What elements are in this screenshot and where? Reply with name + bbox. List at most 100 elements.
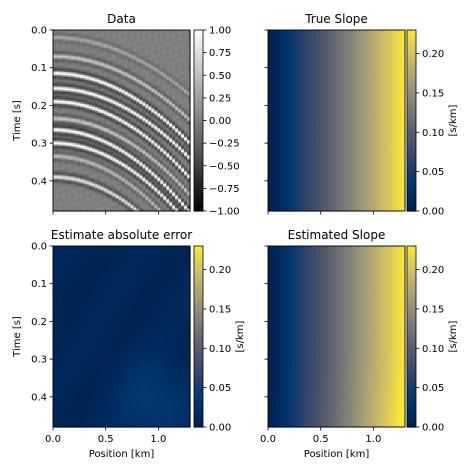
heatmap-cell <box>145 140 149 143</box>
heatmap-cell <box>181 75 185 78</box>
heatmap-cell <box>151 185 155 188</box>
heatmap-cell <box>124 162 129 165</box>
heatmap-cell <box>121 75 126 78</box>
heatmap-cell <box>178 33 182 36</box>
heatmap-cell <box>61 189 66 192</box>
heatmap-cell <box>154 140 158 143</box>
heatmap-cell <box>61 153 66 156</box>
heatmap-cell <box>88 108 93 111</box>
heatmap-cell <box>85 90 90 93</box>
heatmap-cell <box>142 171 146 174</box>
heatmap-cell <box>160 40 164 43</box>
heatmap-cell <box>127 109 132 113</box>
heatmap-cell <box>67 63 72 66</box>
heatmap-cell <box>112 109 117 113</box>
heatmap-cell <box>58 94 63 97</box>
heatmap-cell <box>181 34 185 37</box>
heatmap-cell <box>172 49 176 52</box>
heatmap-cell <box>82 36 87 39</box>
heatmap-cell <box>184 49 188 52</box>
heatmap-cell <box>94 118 99 122</box>
heatmap-cell <box>157 81 161 84</box>
heatmap-cell <box>55 153 60 156</box>
heatmap-cell <box>178 141 182 144</box>
heatmap-cell <box>97 57 102 60</box>
heatmap-cell <box>55 164 60 167</box>
heatmap-cell <box>103 158 108 161</box>
heatmap-cell <box>139 49 143 52</box>
heatmap-cell <box>166 69 170 72</box>
heatmap-cell <box>139 111 143 114</box>
heatmap-cell <box>97 111 102 114</box>
heatmap-cell <box>79 81 84 84</box>
heatmap-cell <box>181 100 185 103</box>
heatmap-cell <box>70 186 75 189</box>
heatmap-cell <box>145 72 149 75</box>
heatmap-cell <box>154 179 158 182</box>
heatmap-cell <box>112 140 117 143</box>
heatmap-cell <box>178 109 182 113</box>
heatmap-cell <box>115 185 120 188</box>
heatmap-cell <box>79 126 84 129</box>
heatmap-cell <box>175 155 179 158</box>
heatmap-cell <box>127 57 132 60</box>
heatmap-cell <box>139 122 143 125</box>
heatmap-cell <box>53 158 57 161</box>
heatmap-cell <box>136 192 140 196</box>
heatmap-cell <box>124 180 129 183</box>
heatmap-cell <box>130 126 135 129</box>
heatmap-cell <box>58 81 63 84</box>
heatmap-cell <box>73 185 78 188</box>
heatmap-cell <box>127 147 132 150</box>
heatmap-cell <box>103 132 108 135</box>
heatmap-cell <box>94 191 99 194</box>
heatmap-cell <box>55 78 60 81</box>
heatmap-cell <box>151 191 155 194</box>
heatmap-cell <box>160 67 164 70</box>
heatmap-cell <box>145 30 149 33</box>
heatmap-cell <box>79 100 84 103</box>
heatmap-cell <box>163 176 167 179</box>
heatmap-cell <box>136 111 140 114</box>
heatmap-cell <box>136 61 140 64</box>
heatmap-cell <box>94 141 99 144</box>
heatmap-cell <box>184 48 188 51</box>
heatmap-cell <box>184 91 188 94</box>
heatmap-cell <box>103 156 108 159</box>
heatmap-cell <box>76 170 81 173</box>
heatmap-cell <box>142 132 146 135</box>
heatmap-cell <box>175 115 179 119</box>
heatmap-cell <box>136 30 140 33</box>
heatmap-cell <box>55 40 60 43</box>
heatmap-cell <box>121 51 126 54</box>
heatmap-cell <box>181 37 185 40</box>
heatmap-cell <box>82 51 87 54</box>
heatmap-cell <box>151 176 155 179</box>
heatmap-cell <box>166 141 170 144</box>
heatmap-cell <box>187 143 191 146</box>
heatmap-cell <box>136 85 140 88</box>
heatmap-cell <box>106 72 111 75</box>
heatmap-cell <box>79 85 84 88</box>
heatmap-cell <box>160 122 164 125</box>
heatmap-cell <box>178 182 182 185</box>
heatmap-cell <box>100 57 105 60</box>
heatmap-cell <box>154 46 158 49</box>
heatmap-cell <box>118 30 123 33</box>
heatmap-cell <box>61 134 66 137</box>
heatmap-cell <box>118 123 123 126</box>
heatmap-cell <box>172 189 176 192</box>
heatmap-cell <box>133 100 137 103</box>
heatmap-cell <box>160 97 164 100</box>
heatmap-cell <box>106 63 111 66</box>
heatmap-cell <box>88 132 93 135</box>
heatmap-cell <box>61 31 66 34</box>
heatmap-cell <box>55 144 60 147</box>
heatmap-cell <box>169 64 173 67</box>
heatmap-cell <box>103 63 108 66</box>
heatmap-cell <box>163 132 167 135</box>
heatmap-cell <box>172 138 176 141</box>
heatmap-cell <box>178 82 182 85</box>
heatmap-cell <box>178 90 182 93</box>
heatmap-cell <box>61 72 66 75</box>
